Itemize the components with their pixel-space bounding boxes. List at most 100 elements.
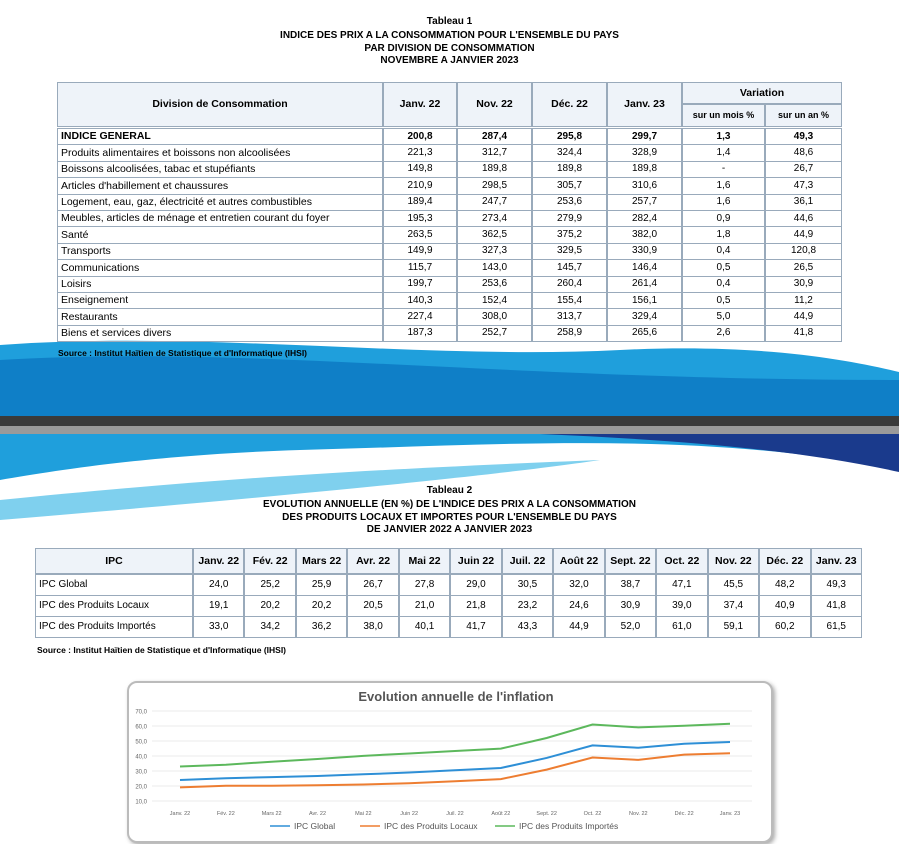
table-cell: 0,5 <box>682 259 765 277</box>
table-cell: 47,3 <box>765 177 842 195</box>
series-line <box>179 722 731 768</box>
table-cell: 26,5 <box>765 259 842 277</box>
column-header: Mars 22 <box>295 548 348 574</box>
table-cell: 312,7 <box>457 144 532 162</box>
table-cell: 44,9 <box>553 616 605 638</box>
table-cell: 299,7 <box>607 128 682 146</box>
table-cell: 21,0 <box>398 595 451 617</box>
table-cell: 38,7 <box>604 574 657 596</box>
column-header: sur un mois % <box>682 104 765 127</box>
table-cell: 298,5 <box>457 177 532 195</box>
table-cell: 41,7 <box>450 616 502 638</box>
table-cell: 189,8 <box>532 160 607 179</box>
table-cell: 47,1 <box>656 574 708 596</box>
table-cell: Logement, eau, gaz, électricité et autre… <box>57 193 383 211</box>
table-cell: 29,0 <box>450 574 502 596</box>
table-cell: 295,8 <box>532 128 607 146</box>
table-cell: 26,7 <box>765 160 842 179</box>
table-cell: 1,4 <box>682 144 765 162</box>
table-cell: Restaurants <box>57 308 383 326</box>
table-cell: 120,8 <box>765 242 842 261</box>
table-cell: 27,8 <box>398 574 451 596</box>
table-cell: 199,7 <box>383 275 457 293</box>
table-cell: 5,0 <box>682 308 765 326</box>
table-cell: Articles d'habillement et chaussures <box>57 177 383 195</box>
table-cell: 61,0 <box>656 616 708 638</box>
series-line <box>179 741 731 781</box>
table-cell: 23,2 <box>501 595 554 617</box>
table-cell: 24,6 <box>553 595 605 617</box>
table-cell: 310,6 <box>607 177 682 195</box>
table-cell: 149,9 <box>383 242 457 261</box>
series-line <box>179 752 731 789</box>
table-cell: - <box>682 160 765 179</box>
table-cell: 253,6 <box>457 275 532 293</box>
table-cell: 252,7 <box>457 324 532 343</box>
table-cell: 1,6 <box>682 177 765 195</box>
table-cell: 328,9 <box>607 144 682 162</box>
legend-label: IPC des Produits Importés <box>519 821 618 831</box>
table-title: NOVEMBRE A JANVIER 2023 <box>380 55 519 66</box>
y-tick-label: 30,0 <box>135 770 147 776</box>
table-title: PAR DIVISION DE CONSOMMATION <box>364 42 535 54</box>
table-cell: 189,8 <box>607 160 682 179</box>
table-cell: 24,0 <box>193 574 245 596</box>
table-cell: 25,2 <box>244 574 296 596</box>
table-cell: 26,7 <box>347 574 399 596</box>
x-tick-label: Août 22 <box>491 811 510 817</box>
x-tick-label: Juin 22 <box>400 811 418 817</box>
table-cell: 11,2 <box>765 292 842 310</box>
table-cell: 260,4 <box>532 275 607 293</box>
x-tick-label: Mars 22 <box>262 811 282 817</box>
table-cell: Produits alimentaires et boissons non al… <box>57 144 383 162</box>
table-cell: Enseignement <box>57 292 383 310</box>
table-label: Tableau 1 <box>426 16 473 27</box>
table-cell: 44,6 <box>765 210 842 228</box>
table-title: INDICE DES PRIX A LA CONSOMMATION POUR L… <box>280 30 619 41</box>
table-cell: 1,6 <box>682 193 765 211</box>
legend-label: IPC des Produits Locaux <box>384 821 478 831</box>
table-cell: 149,8 <box>383 160 457 179</box>
table-cell: 200,8 <box>383 128 457 146</box>
x-tick-label: Sept. 22 <box>536 811 557 817</box>
column-header: Variation <box>682 82 842 104</box>
column-header: Janv. 22 <box>383 82 457 127</box>
legend-label: IPC Global <box>294 821 335 831</box>
chart-frame <box>127 681 773 843</box>
table-cell: 30,9 <box>765 275 842 293</box>
table-cell: 45,5 <box>707 574 760 596</box>
table-cell: 43,3 <box>501 616 554 638</box>
source: Source : Institut Haïtien de Statistique… <box>58 347 308 358</box>
table-cell: 49,3 <box>810 574 862 596</box>
x-tick-label: Fév. 22 <box>217 811 235 817</box>
chart-title: Evolution annuelle de l'inflation <box>358 689 553 704</box>
table-cell: Meubles, articles de ménage et entretien… <box>57 210 383 228</box>
table-cell: 1,8 <box>682 226 765 244</box>
table-cell: 330,9 <box>607 242 682 261</box>
table-cell: 189,4 <box>383 193 457 211</box>
x-tick-label: Oct. 22 <box>584 811 602 817</box>
table-cell: IPC des Produits Importés <box>35 616 193 638</box>
table-cell: 36,2 <box>295 616 348 638</box>
table-cell: IPC des Produits Locaux <box>35 595 193 617</box>
table-cell: 189,8 <box>457 160 532 179</box>
column-header: Division de Consommation <box>57 82 383 127</box>
table-cell: Communications <box>57 259 383 277</box>
table-cell: 143,0 <box>457 259 532 277</box>
column-header: Janv. 22 <box>193 548 245 574</box>
y-tick-label: 10,0 <box>135 800 147 806</box>
table-cell: 20,2 <box>295 595 348 617</box>
table-title: EVOLUTION ANNUELLE (EN %) DE L'INDICE DE… <box>263 499 636 510</box>
column-header: Janv. 23 <box>810 548 862 574</box>
table-cell: 362,5 <box>457 226 532 244</box>
table-cell: 49,3 <box>765 128 842 146</box>
y-tick-label: 20,0 <box>135 785 147 791</box>
wave <box>540 434 899 472</box>
table-cell: 44,9 <box>765 308 842 326</box>
column-header: Juin 22 <box>450 548 502 574</box>
table-cell: 324,4 <box>532 144 607 162</box>
column-header: sur un an % <box>765 104 842 127</box>
table-cell: 41,8 <box>810 595 862 617</box>
